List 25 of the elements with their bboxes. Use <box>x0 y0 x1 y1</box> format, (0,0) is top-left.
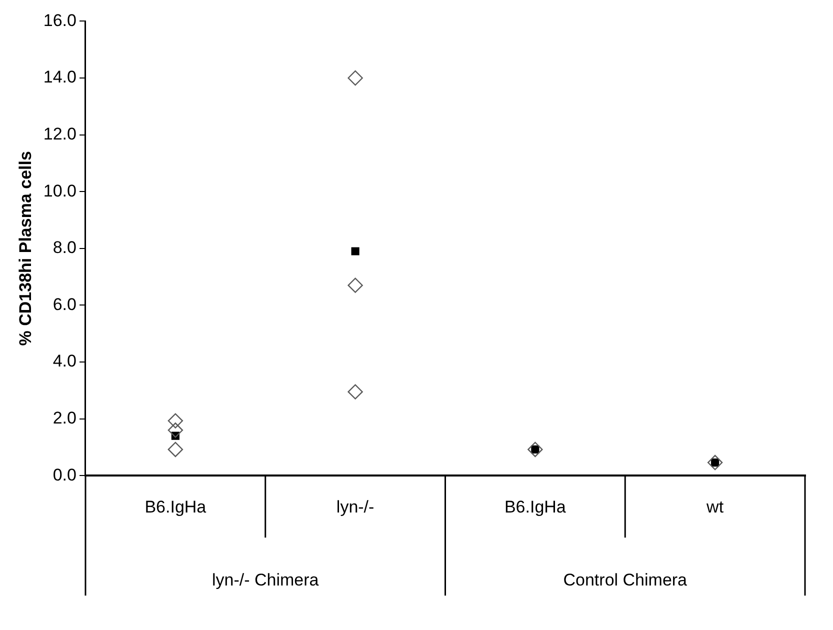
y-tick-label: 4.0 <box>52 352 76 371</box>
point <box>168 442 184 458</box>
point <box>528 442 543 458</box>
point <box>348 384 363 400</box>
y-tick-label: 8.0 <box>52 238 76 258</box>
x-tick-label: B6.IgHa <box>144 497 207 516</box>
point <box>707 454 723 470</box>
y-tick-label: 14.0 <box>43 68 76 87</box>
point <box>168 413 184 428</box>
y-axis-title: % CD138hi Plasma cells <box>16 151 35 346</box>
y-tick-label: 2.0 <box>52 408 76 428</box>
text: lyn-/- Chimera <box>212 570 320 590</box>
y-tick-label: 0.0 <box>52 465 76 484</box>
x-tick-label: wt <box>706 497 724 516</box>
point <box>348 278 363 293</box>
point <box>351 247 360 256</box>
point <box>168 422 184 438</box>
y-tick-label: 12.0 <box>43 124 76 144</box>
x-tick-label: lyn-/- <box>336 497 374 516</box>
x-tick-label: B6.IgHa <box>504 497 566 516</box>
y-tick-label: 6.0 <box>52 294 76 314</box>
point <box>348 70 363 86</box>
y-tick-label: 16.0 <box>43 10 76 30</box>
y-tick-label: 10.0 <box>43 181 76 200</box>
text: Control Chimera <box>563 570 688 590</box>
